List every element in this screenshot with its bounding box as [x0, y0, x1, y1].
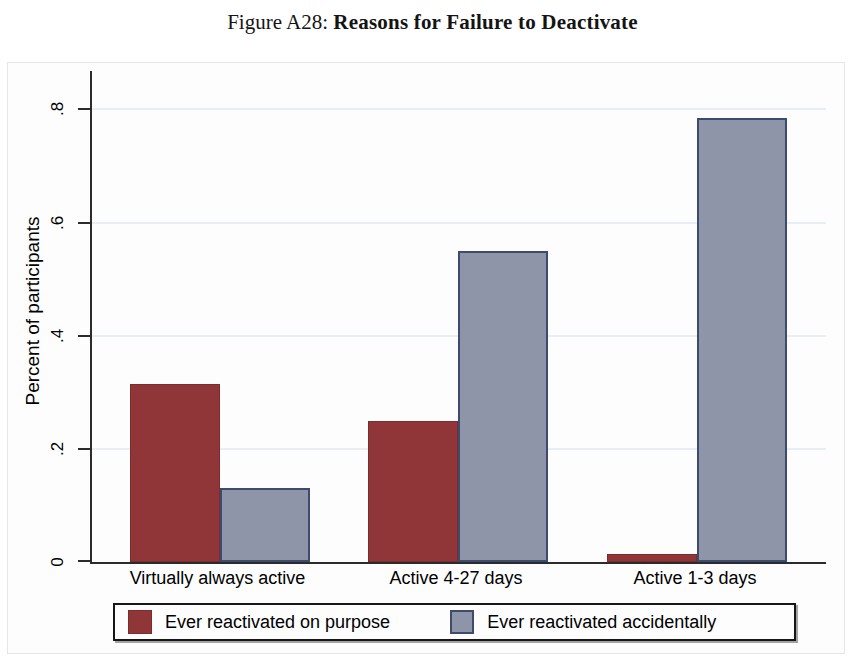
figure-title: Figure A28: Reasons for Failure to Deact…	[0, 10, 865, 35]
legend-entry: Ever reactivated on purpose	[128, 610, 390, 634]
gridline	[92, 108, 826, 110]
graph-region: Percent of participants 0.2.4.6.8 Virtua…	[7, 62, 845, 654]
x-category-label: Active 1-3 days	[555, 568, 835, 589]
legend-entry: Ever reactivated accidentally	[450, 610, 716, 634]
legend-label: Ever reactivated on purpose	[165, 612, 390, 633]
x-axis-labels: Virtually always activeActive 4-27 daysA…	[90, 568, 824, 592]
bar-accidental-1	[458, 251, 548, 562]
bar-accidental-2	[697, 118, 787, 562]
legend: Ever reactivated on purpose Ever reactiva…	[113, 603, 796, 641]
y-tick-label: .6	[40, 205, 76, 241]
bar-purpose-0	[130, 384, 220, 562]
y-tick-label: 0	[40, 544, 76, 580]
bar-purpose-2	[607, 554, 697, 562]
y-tick-mark	[78, 560, 91, 562]
legend-swatch-purpose	[128, 610, 152, 634]
y-tick-label: .2	[40, 431, 76, 467]
figure-title-main: Reasons for Failure to Deactivate	[333, 10, 637, 34]
x-category-label: Active 4-27 days	[316, 568, 596, 589]
y-tick-label: .4	[40, 318, 76, 354]
y-tick-label: .8	[40, 91, 76, 127]
figure-title-prefix: Figure A28:	[227, 10, 328, 34]
y-tick-mark	[78, 222, 91, 224]
bar-purpose-1	[368, 421, 458, 562]
figure-page: Figure A28: Reasons for Failure to Deact…	[0, 0, 865, 659]
plot-area: 0.2.4.6.8	[90, 71, 826, 564]
legend-label: Ever reactivated accidentally	[487, 612, 716, 633]
y-tick-mark	[78, 448, 91, 450]
y-tick-mark	[78, 335, 91, 337]
legend-swatch-accidental	[450, 610, 474, 634]
bar-accidental-0	[220, 488, 310, 562]
y-tick-mark	[78, 108, 91, 110]
